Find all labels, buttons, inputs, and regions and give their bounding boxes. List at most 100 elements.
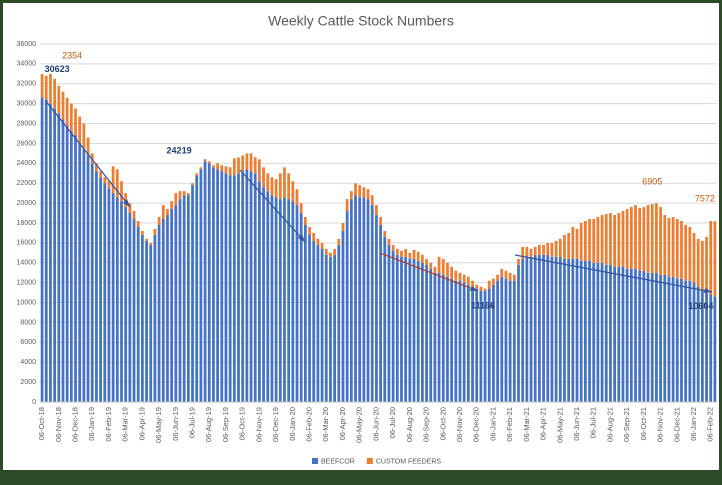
bar-segment	[115, 169, 119, 198]
bar-segment	[195, 175, 199, 402]
bar-segment	[655, 272, 658, 402]
bar-segment	[199, 167, 203, 170]
bar-segment	[713, 296, 717, 402]
bar-segment	[354, 195, 357, 402]
legend-label: BEEFCOR	[321, 458, 355, 465]
bar-segment	[487, 288, 491, 402]
bar-segment	[500, 268, 504, 277]
bar-segment	[412, 258, 416, 402]
bar-segment	[466, 276, 470, 285]
bar-segment	[663, 215, 667, 275]
bar-segment	[588, 260, 591, 402]
bar-segment	[270, 177, 274, 196]
bar-segment	[237, 157, 240, 174]
bar-segment	[642, 270, 646, 402]
y-tick-label: 4000	[20, 359, 36, 366]
bar-segment	[224, 166, 228, 174]
bar-segment	[278, 199, 282, 402]
bar-segment	[337, 244, 341, 402]
bar-segment	[680, 278, 683, 402]
y-tick-label: 28000	[17, 120, 37, 127]
x-tick-label: 06-Jul-21	[589, 407, 598, 438]
bar-segment	[153, 234, 157, 402]
trend-arrow	[514, 254, 713, 293]
bar-segment	[387, 244, 391, 402]
bar-segment	[671, 217, 675, 277]
y-tick-label: 14000	[17, 260, 37, 267]
x-tick-label: 06-Nov-20	[455, 407, 464, 442]
bar-segment	[563, 258, 566, 402]
bar-segment	[78, 116, 82, 144]
bar-segment	[316, 244, 320, 402]
bar-segment	[195, 173, 199, 176]
bar-segment	[700, 240, 704, 291]
bar-segment	[61, 119, 65, 403]
y-tick-label: 34000	[17, 61, 37, 68]
x-tick-label: 06-Jan-20	[288, 407, 297, 441]
bar-segment	[312, 240, 316, 402]
bar-segment	[132, 219, 136, 402]
bar-segment	[705, 292, 708, 402]
bar-segment	[379, 224, 382, 402]
y-tick-label: 30000	[17, 101, 37, 108]
bar-segment	[245, 153, 249, 170]
trend-arrow	[379, 252, 479, 292]
bar-segment	[650, 272, 654, 402]
bar-segment	[186, 193, 190, 196]
bar-segment	[667, 276, 671, 402]
bar-segment	[492, 284, 495, 402]
bar-segment	[700, 290, 704, 402]
bar-segment	[107, 188, 111, 402]
bar-segment	[174, 205, 178, 402]
bar-segment	[212, 165, 215, 168]
bar-segment	[266, 191, 270, 402]
x-tick-label: 06-Nov-18	[54, 407, 63, 442]
bar-segment	[149, 244, 153, 402]
bar-segment	[483, 290, 487, 402]
bar-segment	[617, 266, 621, 402]
bar-segment	[379, 217, 382, 225]
bar-segment	[95, 163, 98, 172]
bar-segment	[646, 205, 650, 273]
bar-segment	[299, 203, 303, 214]
bar-segment	[295, 205, 299, 402]
bar-segment	[705, 236, 708, 293]
x-tick-label: 06-Apr-19	[137, 407, 146, 440]
bar-segment	[688, 280, 692, 402]
y-tick-label: 0	[32, 399, 36, 406]
bar-segment	[659, 207, 662, 275]
bar-segment	[170, 201, 174, 210]
bar-segment	[329, 256, 332, 402]
bar-segment	[74, 108, 77, 136]
legend-label: CUSTOM FEEDERS	[376, 458, 442, 465]
bar-segment	[466, 284, 470, 402]
bar-segment	[621, 211, 625, 267]
bar-segment	[567, 258, 571, 402]
x-tick-label: 06-Dec-18	[71, 407, 80, 442]
bar-segment	[596, 262, 600, 402]
bar-segment	[182, 191, 186, 196]
bar-segment	[69, 131, 73, 402]
bar-segment	[153, 228, 157, 235]
bar-segment	[174, 193, 178, 206]
bar-segment	[349, 191, 353, 200]
bar-segment	[141, 230, 144, 235]
bar-segment	[111, 193, 115, 402]
bar-segment	[512, 280, 516, 402]
bar-segment	[433, 272, 437, 402]
bar-segment	[487, 280, 491, 289]
bar-segment	[178, 191, 182, 200]
bar-segment	[446, 276, 449, 402]
bar-segment	[621, 266, 625, 402]
bar-segment	[345, 211, 349, 402]
x-tick-label: 06-Feb-19	[104, 407, 113, 442]
bar-segment	[625, 268, 629, 402]
x-tick-label: 06-May-21	[555, 407, 564, 443]
y-tick-label: 36000	[17, 41, 37, 48]
bar-segment	[249, 153, 253, 172]
bar-segment	[542, 244, 545, 255]
bar-segment	[375, 215, 378, 402]
x-tick-label: 06-Jul-20	[388, 407, 397, 438]
bar-segment	[161, 219, 165, 402]
bar-segment	[207, 163, 211, 402]
